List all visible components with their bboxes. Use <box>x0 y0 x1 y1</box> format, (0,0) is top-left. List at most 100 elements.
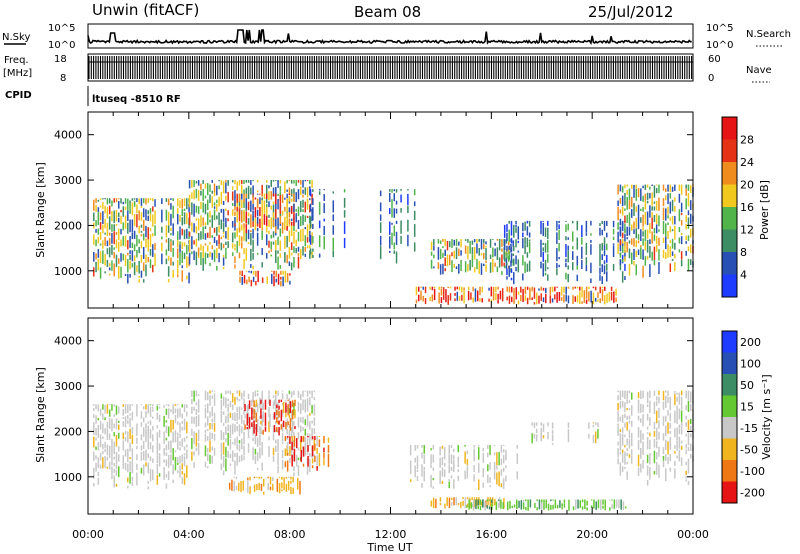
range-gate-mark <box>590 278 592 283</box>
range-gate-mark <box>667 193 669 205</box>
range-gate-mark <box>129 461 131 472</box>
range-gate-mark <box>626 415 628 420</box>
range-gate-mark <box>483 239 485 244</box>
range-gate-mark <box>561 503 563 507</box>
range-gate-mark <box>501 271 503 275</box>
range-gate-mark <box>142 464 145 476</box>
range-gate-mark <box>278 476 281 478</box>
range-gate-mark <box>238 221 241 233</box>
range-gate-mark <box>515 220 517 225</box>
range-gate-mark <box>245 224 248 234</box>
range-gate-mark <box>248 417 251 429</box>
range-gate-mark <box>506 232 508 242</box>
range-gate-mark <box>108 433 111 440</box>
range-gate-mark <box>285 413 287 418</box>
range-gate-mark <box>290 218 293 221</box>
range-gate-mark <box>545 287 547 294</box>
range-gate-mark <box>488 506 491 510</box>
range-gate-mark <box>391 189 393 193</box>
range-gate-mark <box>272 231 275 238</box>
range-gate-mark <box>469 240 471 254</box>
range-gate-mark <box>170 440 172 454</box>
range-gate-mark <box>502 445 505 447</box>
range-gate-mark <box>297 447 300 451</box>
range-gate-mark <box>268 421 270 433</box>
range-gate-mark <box>288 218 291 225</box>
range-gate-mark <box>261 390 263 404</box>
range-gate-mark <box>469 502 471 508</box>
power-x-ticks <box>87 112 694 308</box>
range-gate-mark <box>186 404 188 409</box>
range-gate-mark <box>621 453 624 463</box>
range-gate-mark <box>239 270 241 276</box>
range-gate-mark <box>234 264 236 269</box>
range-gate-mark <box>480 253 483 256</box>
range-gate-mark <box>255 270 257 277</box>
range-gate-mark <box>285 476 288 479</box>
range-gate-mark <box>633 221 635 229</box>
range-gate-mark <box>674 205 676 212</box>
range-gate-mark <box>306 432 309 438</box>
range-gate-mark <box>108 267 111 271</box>
range-gate-mark <box>227 406 229 413</box>
range-gate-mark <box>464 497 467 509</box>
range-gate-mark <box>127 451 129 463</box>
range-gate-mark <box>565 244 567 258</box>
range-gate-mark <box>624 208 626 211</box>
x-tick-label: 00:00 <box>677 528 709 541</box>
range-gate-mark <box>449 293 452 301</box>
range-gate-mark <box>129 471 131 484</box>
range-gate-mark <box>142 198 145 204</box>
range-gate-mark <box>236 193 238 203</box>
range-gate-mark <box>247 477 249 480</box>
range-gate-mark <box>277 465 279 474</box>
range-gate-mark <box>147 486 149 490</box>
range-gate-mark <box>450 475 453 479</box>
range-gate-mark <box>225 446 227 458</box>
range-gate-mark <box>131 219 134 232</box>
range-gate-mark <box>111 444 113 458</box>
range-gate-mark <box>597 299 599 302</box>
range-gate-mark <box>176 404 179 406</box>
range-gate-mark <box>432 486 435 489</box>
range-gate-mark <box>603 265 606 275</box>
range-gate-mark <box>400 189 402 191</box>
range-gate-mark <box>556 220 558 228</box>
range-gate-mark <box>669 217 672 221</box>
range-gate-mark <box>306 466 309 475</box>
range-gate-mark <box>290 221 293 226</box>
range-gate-mark <box>302 237 304 242</box>
range-gate-mark <box>312 254 314 258</box>
range-gate-mark <box>261 404 263 410</box>
range-gate-mark <box>667 409 669 416</box>
range-gate-mark <box>617 231 619 243</box>
range-gate-mark <box>651 206 653 211</box>
range-gate-mark <box>234 424 236 433</box>
range-gate-mark <box>653 206 656 211</box>
range-gate-mark <box>225 397 227 408</box>
range-gate-mark <box>313 404 316 416</box>
range-gate-mark <box>685 444 687 449</box>
range-gate-mark <box>597 422 599 427</box>
range-gate-mark <box>637 399 640 414</box>
range-gate-mark <box>528 232 531 238</box>
range-gate-mark <box>318 253 321 258</box>
range-gate-mark <box>655 396 658 401</box>
range-gate-mark <box>294 425 296 430</box>
range-gate-mark <box>669 467 672 472</box>
range-gate-mark <box>630 252 633 265</box>
range-gate-mark <box>311 420 313 424</box>
range-gate-mark <box>260 427 262 435</box>
range-gate-mark <box>241 407 243 410</box>
range-gate-mark <box>252 180 254 182</box>
range-gate-mark <box>253 476 256 479</box>
range-gate-mark <box>316 435 318 447</box>
range-gate-mark <box>379 222 382 233</box>
range-gate-mark <box>302 214 304 226</box>
range-gate-mark <box>484 501 486 511</box>
range-gate-mark <box>286 254 288 264</box>
range-gate-mark <box>646 444 649 450</box>
range-gate-mark <box>556 268 558 276</box>
colorbar-segment <box>722 117 737 140</box>
range-gate-mark <box>323 452 325 459</box>
